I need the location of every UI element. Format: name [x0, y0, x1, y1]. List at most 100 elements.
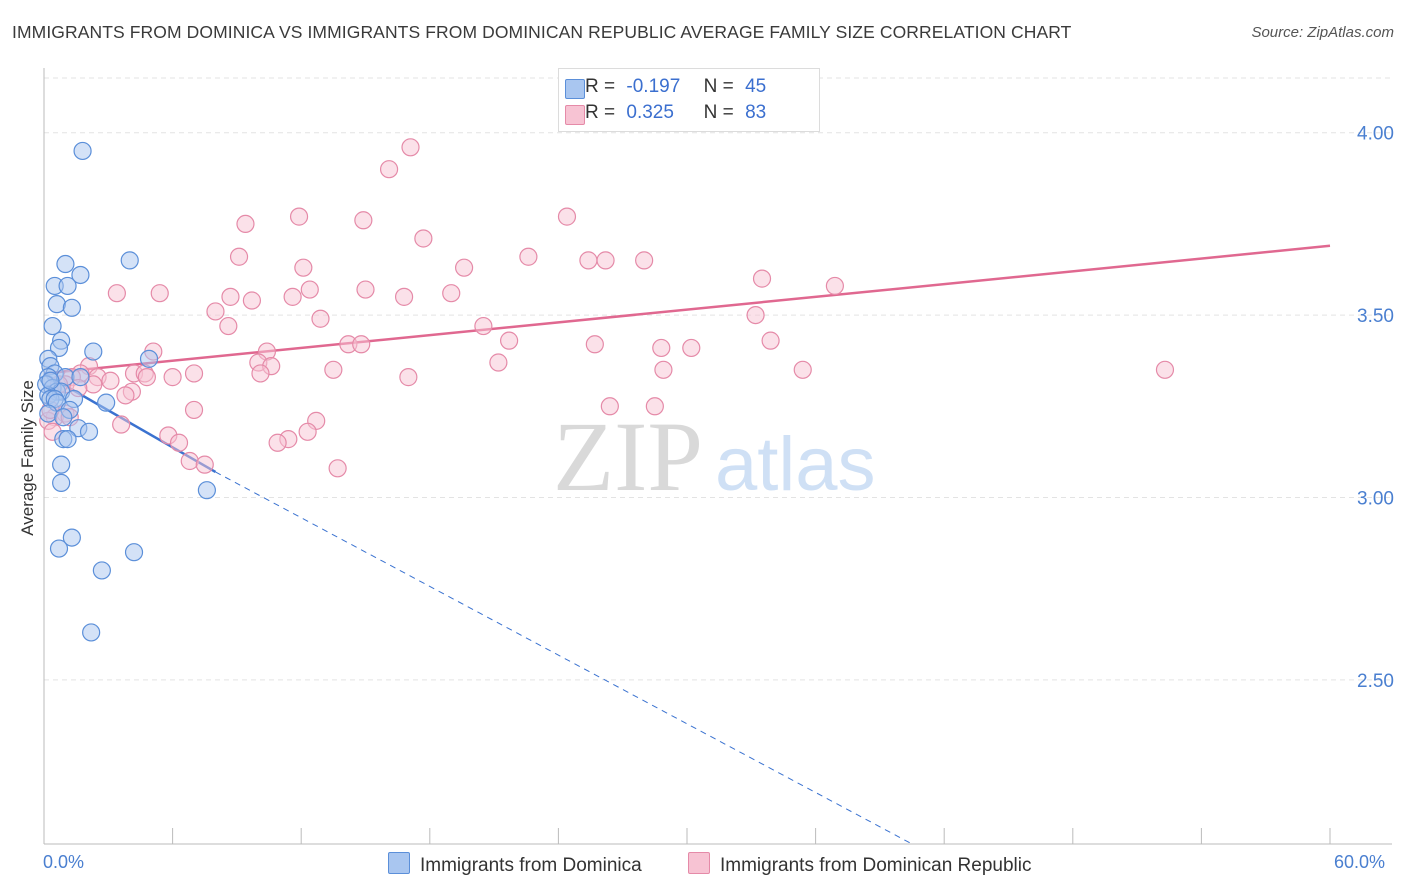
point-dominican-republic: [242, 291, 262, 310]
point-dominican-republic: [184, 364, 204, 383]
point-dominica: [71, 265, 90, 285]
point-dominica: [197, 481, 216, 500]
legend-n-value-dominican-republic: 83: [745, 102, 767, 123]
legend-swatch-dominican-republic: [565, 105, 585, 125]
point-dominican-republic: [251, 364, 270, 383]
point-dominica: [62, 298, 81, 317]
point-dominica: [79, 422, 99, 441]
point-dominican-republic: [399, 368, 418, 387]
legend-r-value-dominican-republic: 0.325: [626, 102, 674, 123]
y-tick-label: 2.50: [1357, 671, 1394, 692]
point-dominican-republic: [489, 353, 508, 372]
point-dominican-republic: [300, 280, 319, 299]
point-dominica: [139, 349, 159, 368]
point-dominican-republic: [219, 316, 238, 336]
point-dominica: [73, 141, 92, 161]
legend-row-dominica: R = -0.197 N = 45: [565, 76, 767, 100]
point-dominica: [39, 404, 58, 423]
point-dominican-republic: [635, 251, 654, 270]
point-dominican-republic: [379, 160, 399, 179]
point-dominican-republic: [101, 371, 120, 390]
point-dominica: [52, 473, 71, 492]
watermark-atlas: atlas: [715, 422, 876, 507]
point-dominican-republic: [229, 247, 249, 266]
correlation-legend: R = -0.197 N = 45 R = 0.325 N = 83: [558, 68, 820, 132]
point-dominican-republic: [137, 368, 156, 387]
point-dominica: [47, 295, 66, 314]
trend-line-dominica-extrapolated: [215, 471, 913, 845]
tick-labels: 2.50 3.00 3.50 4.00: [1357, 124, 1394, 692]
point-dominican-republic: [585, 335, 604, 354]
bottom-legend-swatch-dominican-republic: [688, 852, 710, 874]
point-dominican-republic: [600, 397, 619, 416]
y-tick-label: 4.00: [1357, 124, 1394, 145]
point-dominica: [49, 338, 69, 358]
point-dominican-republic: [206, 302, 225, 321]
point-dominican-republic: [184, 400, 204, 420]
legend-n-label: N =: [703, 102, 734, 123]
point-dominican-republic: [283, 287, 302, 306]
point-dominican-republic: [298, 422, 317, 441]
point-dominican-republic: [557, 207, 577, 226]
gridlines: [44, 77, 1392, 681]
point-dominican-republic: [236, 214, 255, 234]
point-dominican-republic: [394, 287, 414, 306]
point-dominica: [58, 430, 77, 449]
point-dominican-republic: [752, 269, 772, 288]
point-dominica: [62, 528, 81, 547]
bottom-legend-label-dominican-republic: Immigrants from Dominican Republic: [720, 855, 1032, 876]
point-dominican-republic: [1155, 360, 1175, 379]
point-dominican-republic: [352, 335, 371, 354]
watermark-zip: ZIP: [553, 401, 703, 512]
point-dominican-republic: [112, 415, 131, 434]
bottom-legend-dominica: Immigrants from Dominica: [388, 852, 642, 877]
point-dominica: [82, 623, 101, 642]
point-dominican-republic: [221, 287, 240, 306]
point-dominican-republic: [442, 284, 461, 303]
legend-n-value-dominica: 45: [745, 76, 767, 97]
point-dominican-republic: [500, 331, 519, 350]
point-dominica: [52, 455, 71, 474]
point-dominican-republic: [761, 331, 780, 350]
point-dominica: [56, 254, 75, 274]
point-dominican-republic: [169, 433, 189, 452]
point-dominican-republic: [107, 284, 126, 303]
point-dominican-republic: [519, 247, 538, 266]
legend-r-label: R =: [585, 102, 616, 123]
point-dominican-republic: [793, 360, 812, 379]
point-dominican-republic: [150, 284, 169, 303]
legend-n-label: N =: [703, 76, 734, 97]
axes: [43, 68, 1392, 845]
bottom-legend-swatch-dominica: [388, 852, 410, 874]
point-dominican-republic: [652, 338, 671, 358]
point-dominican-republic: [474, 316, 493, 336]
point-dominica: [97, 393, 116, 412]
point-dominica: [49, 539, 69, 558]
point-dominican-republic: [289, 207, 309, 226]
point-dominica: [41, 371, 60, 390]
point-dominica: [120, 251, 139, 270]
point-dominica: [54, 408, 73, 427]
x-tick-label-max: 60.0%: [1334, 852, 1386, 872]
point-dominica: [124, 543, 144, 562]
data-points: [37, 138, 1175, 642]
point-dominican-republic: [596, 251, 615, 270]
point-dominican-republic: [328, 459, 347, 478]
bottom-legend-dominican-republic: Immigrants from Dominican Republic: [688, 852, 1032, 877]
legend-row-dominican-republic: R = 0.325 N = 83: [565, 102, 767, 126]
trend-lines: [43, 244, 1331, 845]
chart-title: IMMIGRANTS FROM DOMINICA VS IMMIGRANTS F…: [12, 22, 1072, 42]
bottom-legend-label-dominica: Immigrants from Dominica: [420, 855, 642, 876]
point-dominica: [43, 316, 62, 336]
source-label: Source: ZipAtlas.com: [1251, 24, 1394, 41]
legend-swatch-dominica: [565, 79, 585, 99]
point-dominican-republic: [354, 211, 373, 230]
point-dominican-republic: [579, 251, 598, 270]
point-dominican-republic: [654, 360, 673, 379]
point-dominican-republic: [414, 229, 433, 248]
y-tick-label: 3.50: [1357, 306, 1394, 327]
point-dominica: [84, 342, 103, 361]
point-dominican-republic: [682, 338, 701, 358]
point-dominica: [71, 368, 90, 387]
